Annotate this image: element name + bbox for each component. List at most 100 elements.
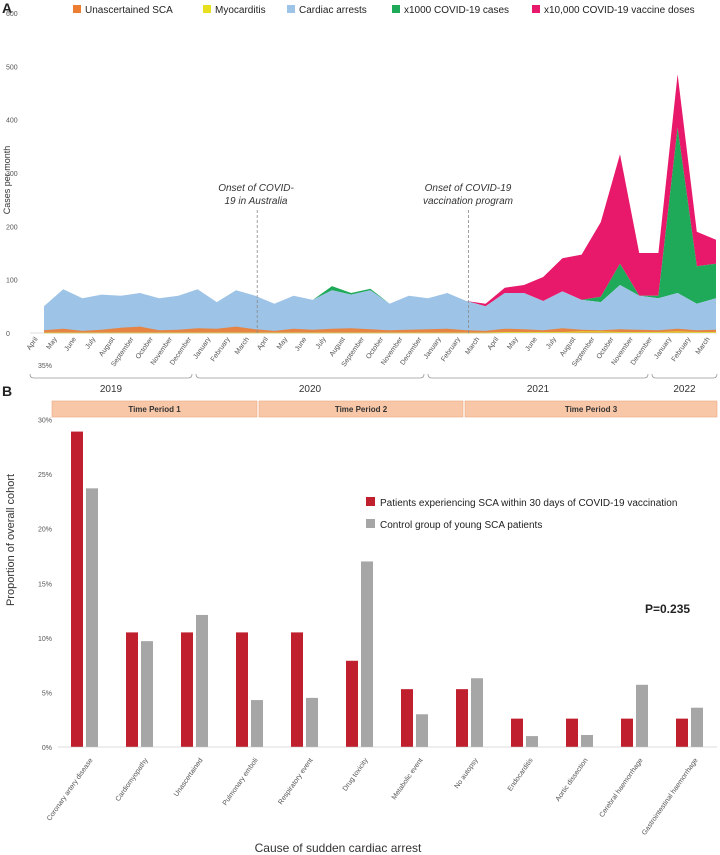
legend-swatch [366, 519, 375, 528]
bar [306, 697, 318, 747]
legend-swatch [532, 5, 540, 13]
month-label: October [596, 336, 616, 361]
legend-label: Patients experiencing SCA within 30 days… [380, 498, 677, 509]
panel-a-y-tick-label: 400 [6, 118, 18, 125]
month-label: June [524, 336, 539, 353]
month-label: January [423, 336, 443, 361]
bar [346, 660, 358, 747]
panel-a-y-tick-label: 200 [6, 224, 18, 231]
bar [236, 632, 248, 747]
month-label: October [365, 336, 385, 361]
month-label: August [559, 336, 577, 358]
panel-b-y-tick-label: 25% [38, 472, 52, 479]
month-label: July [315, 336, 328, 351]
unascertained-sca-area [44, 326, 716, 333]
legend-swatch [392, 5, 400, 13]
legend-swatch [73, 5, 81, 13]
year-bracket [195, 373, 425, 379]
bar [291, 632, 303, 747]
month-label: August [329, 336, 347, 358]
year-bracket [29, 373, 193, 379]
category-label: Cardiomyopathy [115, 757, 150, 803]
bar [181, 632, 193, 747]
bar [196, 614, 208, 747]
bar [526, 736, 538, 747]
bar [636, 684, 648, 747]
bar [471, 678, 483, 747]
month-label: March [464, 336, 481, 356]
legend-swatch [366, 497, 375, 506]
panel-a-areas [44, 74, 716, 334]
bar [71, 431, 83, 747]
month-label: January [192, 336, 212, 361]
annotation-text: 19 in Australia [225, 196, 288, 207]
month-label: February [440, 336, 462, 363]
legend-label: Cardiac arrests [299, 5, 367, 16]
bar [511, 718, 523, 747]
bar [251, 700, 263, 747]
category-label: Metabolic event [391, 757, 425, 801]
bar [691, 707, 703, 747]
category-label: Coronary artery disease [46, 757, 95, 822]
panel-b-y-tick-label: 0% [42, 745, 52, 752]
year-label: 2019 [100, 384, 123, 395]
year-label: 2020 [299, 384, 322, 395]
year-bracket [651, 373, 718, 379]
panel-b-y-tick-label: 10% [38, 636, 52, 643]
year-label: 2021 [527, 384, 550, 395]
category-label: Unascertained [173, 757, 205, 798]
legend-label: Unascertained SCA [85, 5, 173, 16]
time-period-label: Time Period 1 [128, 405, 181, 414]
time-period-box [464, 400, 718, 418]
category-label: Cerebral haemorrhage [599, 757, 645, 819]
bar [581, 734, 593, 747]
month-label: April [487, 336, 501, 352]
bar [401, 689, 413, 747]
panel-b-label: B [2, 383, 12, 399]
month-label: April [26, 336, 40, 352]
legend-swatch [203, 5, 211, 13]
panel-a-y-tick-label: 300 [6, 171, 18, 178]
month-label: July [545, 336, 558, 351]
month-label: February [210, 336, 232, 363]
panel-b-y-tick-label: 5% [42, 690, 52, 697]
legend-label: x10,000 COVID-19 vaccine doses [544, 5, 695, 16]
month-label: May [506, 336, 520, 351]
panel-b-y-tick-label: 20% [38, 527, 52, 534]
category-label: Pulmonary emboli [222, 757, 260, 807]
panel-b-y-axis-title: Proportion of overall cohort [5, 474, 17, 606]
panel-a-annotations: Onset of COVID- 19 in Australia Onset of C… [218, 183, 513, 333]
panel-b-legend: Patients experiencing SCA within 30 days… [366, 497, 677, 531]
panel-a-y-tick-label: 0 [6, 331, 10, 338]
cardiac-arrests-area [44, 285, 716, 333]
panel-a-year-brackets: 2019 2020 2021 2022 [29, 373, 718, 395]
bar [361, 561, 373, 747]
panel-a-y-tick-label: 500 [6, 64, 18, 71]
month-label: January [653, 336, 673, 361]
annotation-text: Onset of COVID- [218, 183, 294, 194]
legend-swatch [287, 5, 295, 13]
panel-b-bars [71, 431, 703, 747]
panel-a-y-axis-title: Cases per month [2, 146, 12, 215]
month-label: June [64, 336, 79, 353]
panel-a-label: A [2, 0, 12, 16]
category-label: Gastrointestinal haemorrhage [641, 757, 700, 837]
bar [676, 718, 688, 747]
month-label: July [84, 336, 97, 351]
month-label: April [256, 336, 270, 352]
bar [126, 632, 138, 747]
panel-b-p-value: P=0.235 [645, 602, 690, 616]
month-label: May [276, 336, 290, 351]
month-label: February [671, 336, 693, 363]
legend-label: x1000 COVID-19 cases [404, 5, 509, 16]
panel-a-y-tick-label: 600 [6, 11, 18, 18]
category-label: Respiratory event [277, 757, 314, 806]
category-label: Drug toxicity [342, 757, 370, 793]
panel-b-y-ticks: 0% 5% 10% 15% 20% 25% 30% 35% [38, 363, 52, 752]
panel-a-y-ticks: 0 100 200 300 400 500 600 [6, 11, 18, 338]
year-label: 2022 [673, 384, 696, 395]
bar [566, 718, 578, 747]
bar [141, 641, 153, 747]
